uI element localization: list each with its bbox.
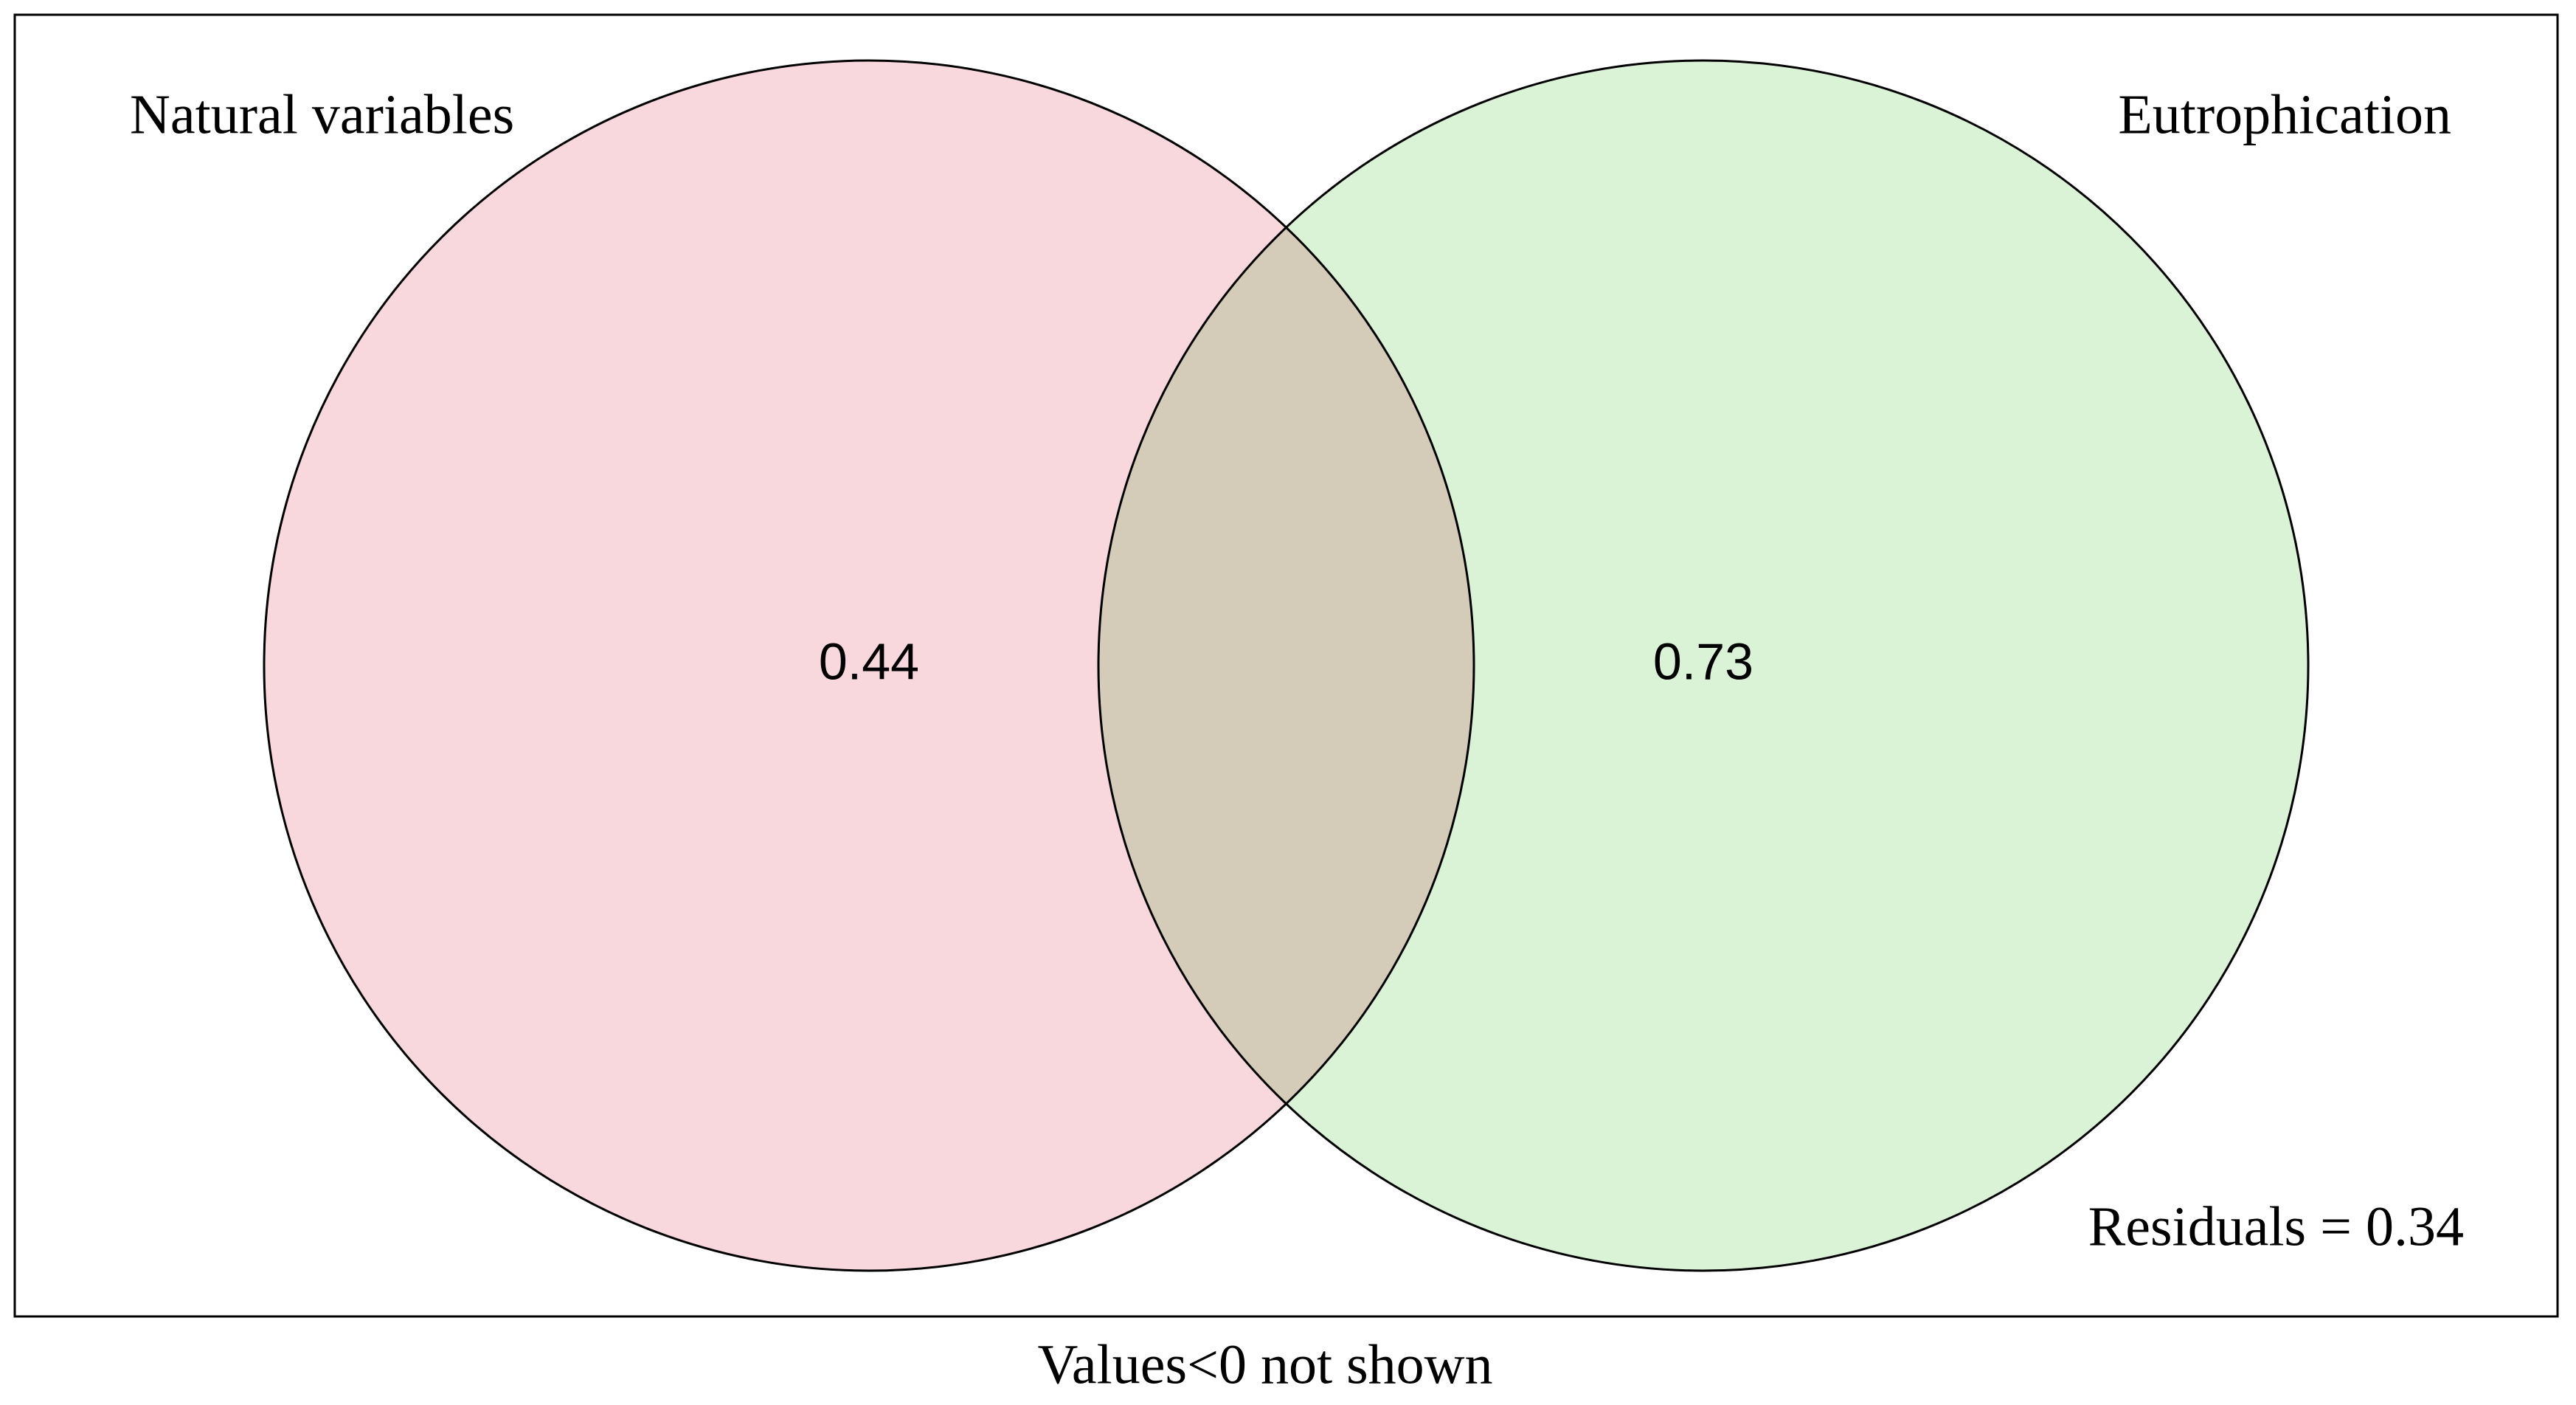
venn-circles	[263, 59, 2310, 1272]
plot-frame	[13, 13, 2559, 1318]
set-circle	[1098, 61, 2308, 1271]
footnote: Values<0 not shown	[1037, 1333, 1492, 1395]
set-name: Eutrophication	[2118, 83, 2451, 145]
set-value: 0.73	[1653, 632, 1753, 690]
set-outline	[263, 59, 1475, 1272]
set-name: Natural variables	[130, 83, 514, 145]
set-outline	[1097, 59, 2310, 1272]
set-value: 0.44	[819, 632, 919, 690]
set-circle	[264, 61, 1474, 1271]
residuals-label: Residuals = 0.34	[2088, 1195, 2464, 1257]
